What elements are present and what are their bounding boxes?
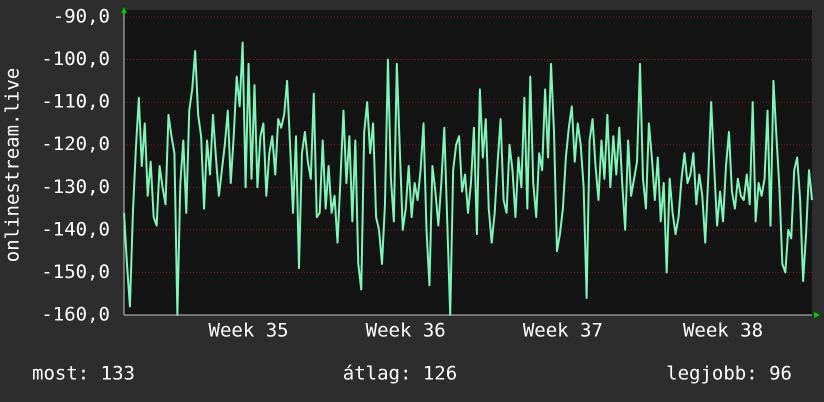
y-tick-label: -150,0 — [41, 261, 110, 283]
y-tick-label: -140,0 — [41, 218, 110, 240]
y-tick-label: -100,0 — [41, 48, 110, 70]
footer-best: legjobb: 96 — [666, 363, 792, 385]
data-line — [123, 41, 813, 316]
y-axis-label: onlinestream.live — [2, 68, 24, 262]
x-tick-label: Week 38 — [683, 320, 763, 342]
axis-arrow — [121, 7, 127, 13]
footer-current: most: 133 — [32, 363, 135, 385]
y-tick-label: -120,0 — [41, 133, 110, 155]
y-tick-label: -160,0 — [41, 304, 110, 326]
x-tick-label: Week 36 — [366, 320, 446, 342]
axis-arrow — [814, 312, 820, 318]
y-tick-label: -130,0 — [41, 176, 110, 198]
footer-average: átlag: 126 — [343, 363, 457, 385]
y-tick-label: -110,0 — [41, 91, 110, 113]
x-tick-label: Week 35 — [209, 320, 289, 342]
plot-area — [124, 10, 812, 315]
x-tick-label: Week 37 — [523, 320, 603, 342]
y-tick-label: -90,0 — [53, 6, 110, 28]
